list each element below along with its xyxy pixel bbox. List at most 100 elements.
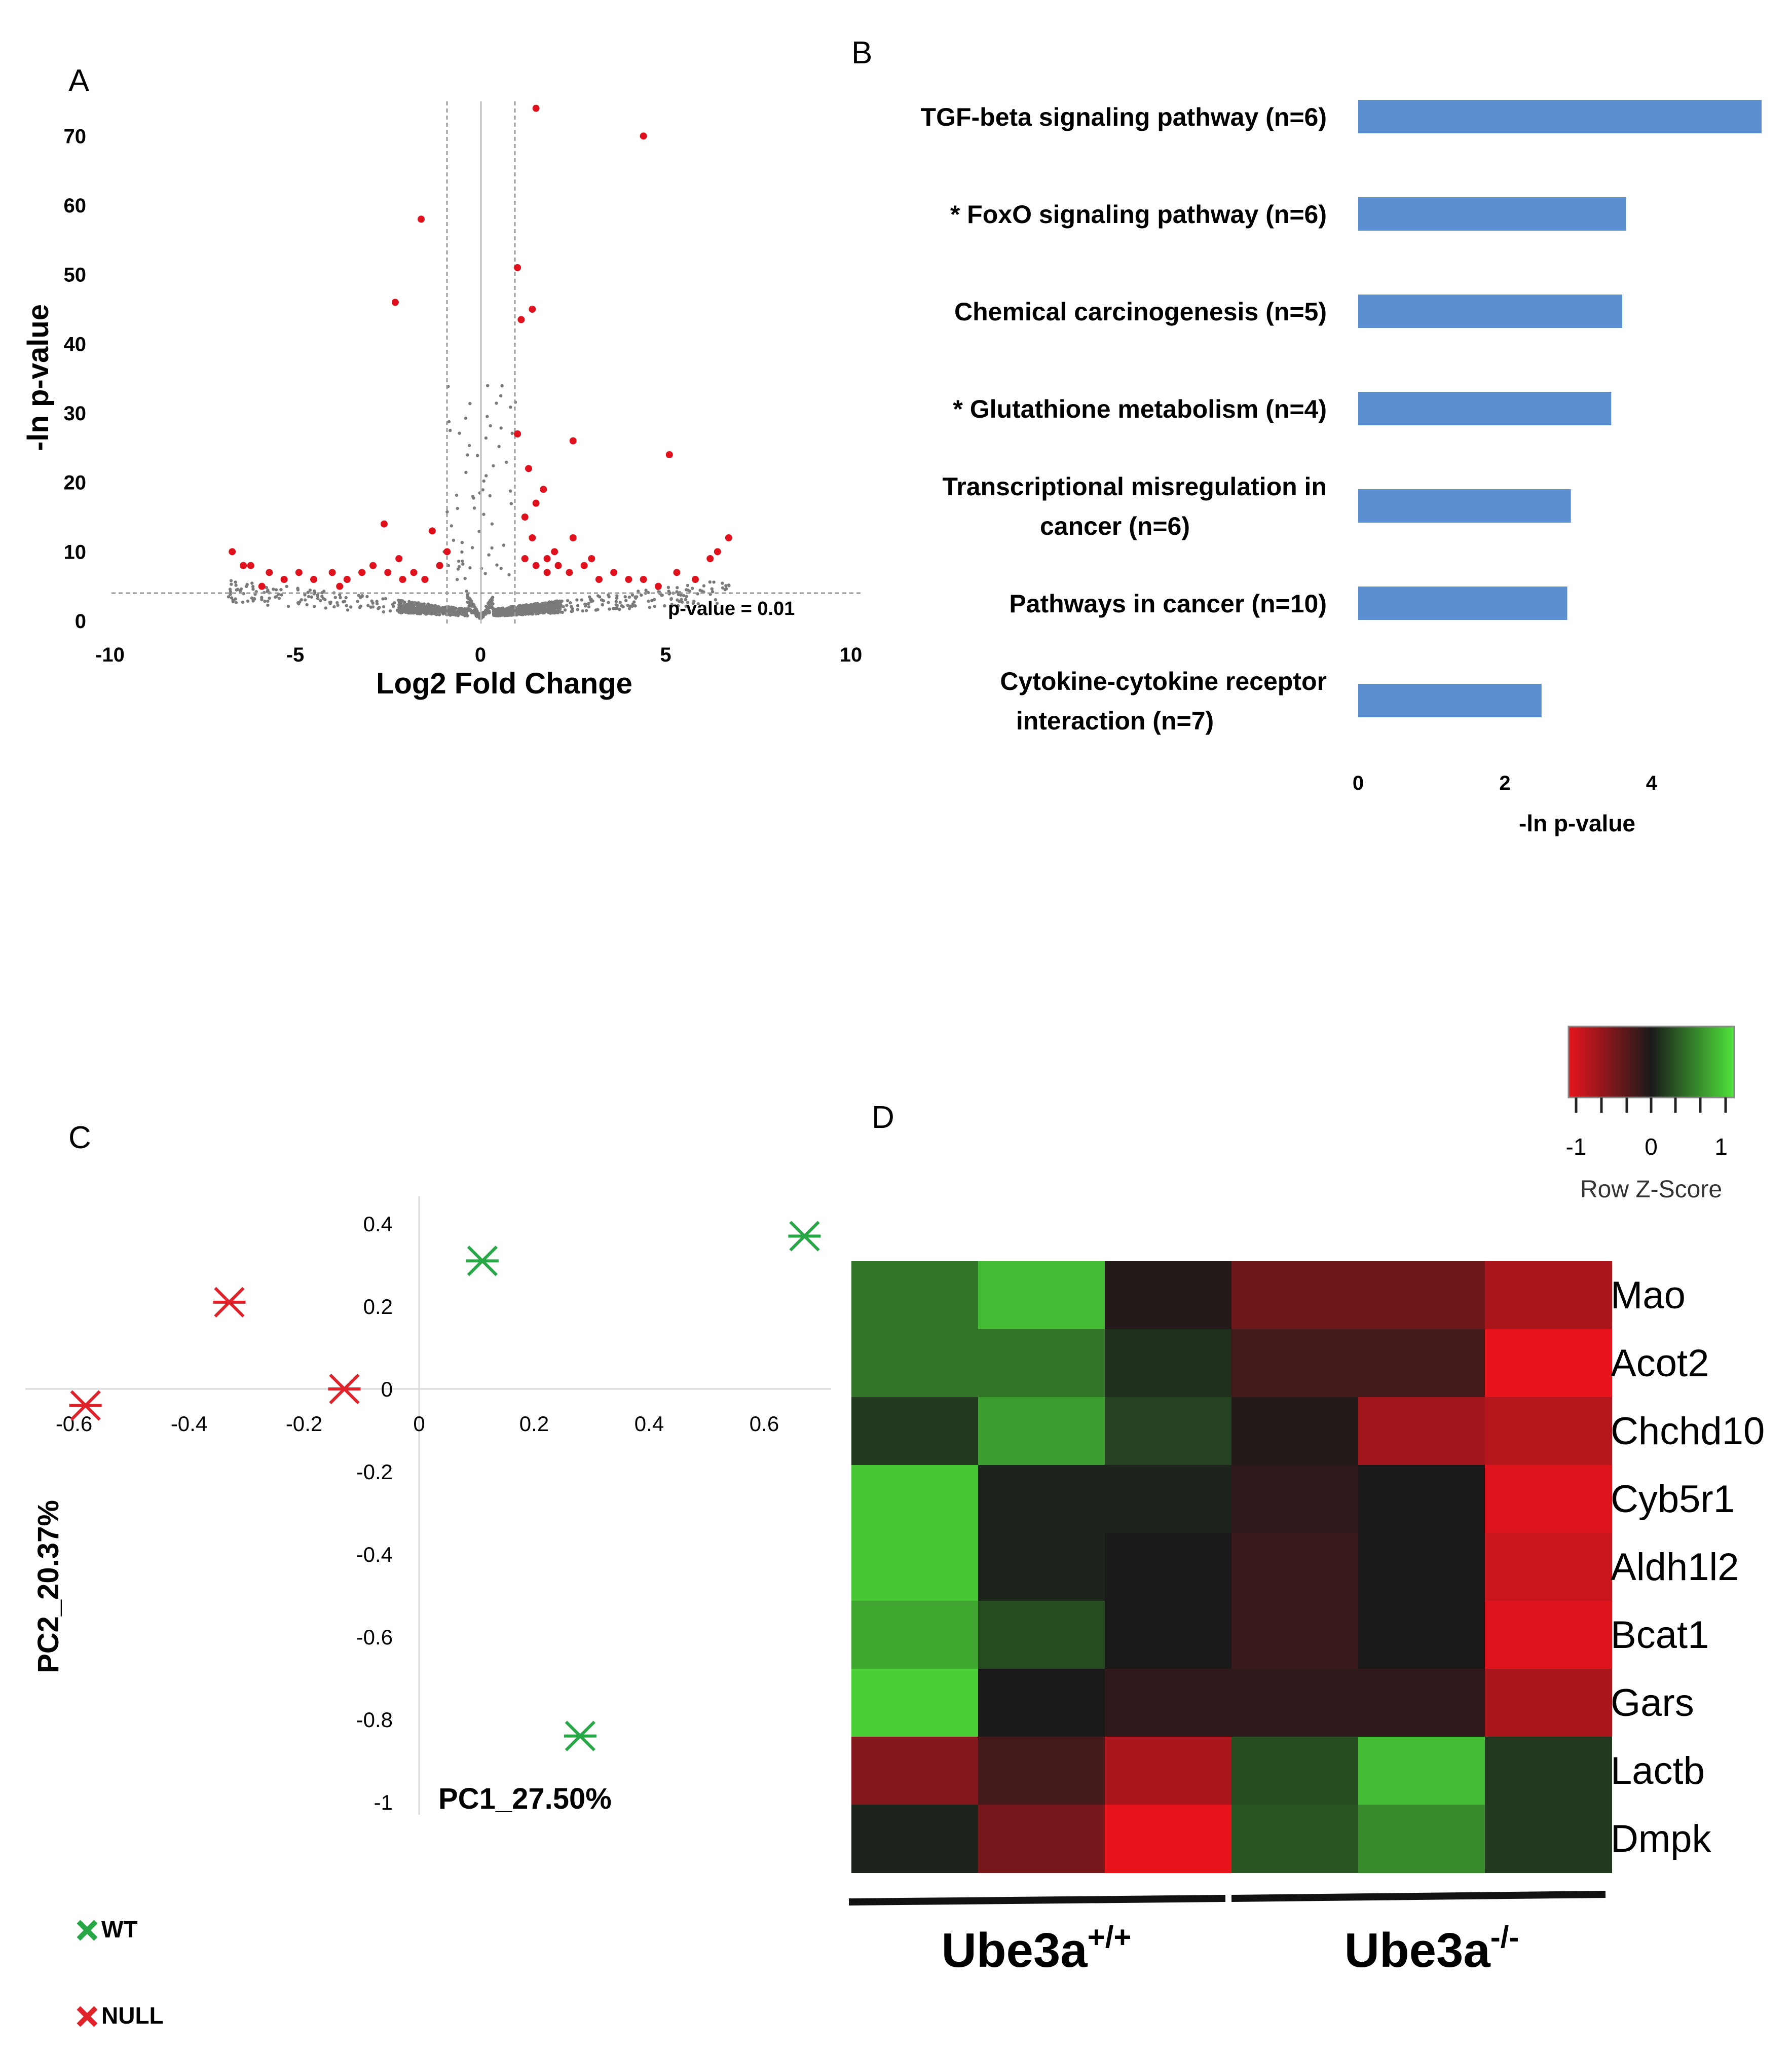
nonsignificant-point xyxy=(553,604,557,608)
nonsignificant-point xyxy=(542,611,546,615)
nonsignificant-point xyxy=(468,566,472,570)
nonsignificant-point xyxy=(229,590,233,594)
nonsignificant-point xyxy=(345,604,348,607)
nonsignificant-point xyxy=(637,590,640,593)
significant-point xyxy=(725,534,732,541)
nonsignificant-point xyxy=(483,572,487,575)
y-tick-label: 30 xyxy=(64,402,87,425)
nonsignificant-point xyxy=(265,585,268,590)
category-label: Transcriptional misregulation in xyxy=(943,472,1327,501)
group-label-wt: Ube3a+/+ xyxy=(942,1920,1132,1977)
x-axis-title: -ln p-value xyxy=(1519,810,1635,836)
nonsignificant-point xyxy=(449,428,452,432)
nonsignificant-point xyxy=(490,546,494,550)
nonsignificant-point xyxy=(405,604,408,608)
nonsignificant-point xyxy=(274,588,278,592)
nonsignificant-point xyxy=(509,406,512,409)
significant-point xyxy=(328,569,336,576)
nonsignificant-point xyxy=(508,489,512,493)
significant-point xyxy=(529,534,536,541)
nonsignificant-point xyxy=(450,608,453,611)
nonsignificant-point xyxy=(371,601,375,605)
nonsignificant-point xyxy=(685,588,688,592)
nonsignificant-point xyxy=(684,598,688,601)
y-tick-label: -0.6 xyxy=(356,1625,393,1649)
nonsignificant-point xyxy=(721,586,725,590)
bar xyxy=(1358,197,1626,231)
nonsignificant-point xyxy=(229,593,232,596)
heatmap-cell xyxy=(1231,1533,1359,1601)
nonsignificant-point xyxy=(286,604,290,608)
nonsignificant-point xyxy=(502,612,506,615)
heatmap-cell xyxy=(1358,1737,1485,1805)
nonsignificant-point xyxy=(488,600,491,604)
nonsignificant-point xyxy=(682,594,686,597)
significant-point xyxy=(428,527,436,535)
significant-point xyxy=(543,569,551,576)
y-tick-label: -0.4 xyxy=(356,1543,393,1566)
heatmap-cell xyxy=(851,1737,979,1805)
nonsignificant-point xyxy=(333,596,337,599)
nonsignificant-point xyxy=(447,605,451,609)
heatmap-cell xyxy=(1485,1669,1612,1737)
nonsignificant-point xyxy=(474,614,478,618)
nonsignificant-point xyxy=(710,587,714,591)
pca-plot: 0.40.20-0.2-0.4-0.6-0.8-1 -0.6 -0.4 -0.2 0 0… xyxy=(25,1196,831,2029)
nonsignificant-point xyxy=(452,613,455,616)
nonsignificant-point xyxy=(680,600,684,604)
nonsignificant-point xyxy=(236,588,240,591)
heatmap-cell xyxy=(978,1737,1105,1805)
y-axis-ticks: 0.4 0.2 0 -0.2 -0.4 -0.6 -0.8 -1 xyxy=(356,1212,393,1814)
heatmap-cell xyxy=(1231,1601,1359,1669)
nonsignificant-point xyxy=(426,602,430,606)
nonsignificant-point xyxy=(714,598,718,602)
nonsignificant-point xyxy=(445,510,449,514)
heatmap-cell xyxy=(1485,1261,1612,1330)
heatmap-cell xyxy=(978,1805,1105,1873)
nonsignificant-point xyxy=(552,608,555,611)
bar xyxy=(1358,684,1542,717)
nonsignificant-point xyxy=(621,605,625,609)
heatmap-cell xyxy=(1231,1329,1359,1398)
significant-point xyxy=(588,555,595,562)
heatmap-cell xyxy=(1358,1329,1485,1398)
nonsignificant-point xyxy=(444,608,448,612)
legend-wt-label: WT xyxy=(101,1916,138,1943)
significant-point xyxy=(369,562,377,569)
nonsignificant-point xyxy=(495,610,498,614)
nonsignificant-point xyxy=(378,606,381,609)
nonsignificant-point xyxy=(313,589,316,593)
nonsignificant-point xyxy=(684,604,688,608)
nonsignificant-point xyxy=(490,522,494,526)
nonsignificant-point xyxy=(538,603,542,606)
significant-point xyxy=(580,562,588,569)
nonsignificant-point xyxy=(627,607,631,610)
heatmap: -1 0 1 Row Z-Score Mao Acot2 Chchd10 Cyb5r1… xyxy=(848,1025,1765,1977)
nonsignificant-point xyxy=(234,580,237,584)
nonsignificant-point xyxy=(485,608,489,611)
nonsignificant-point xyxy=(715,602,719,605)
nonsignificant-point xyxy=(515,611,518,615)
y-tick-label: 0.2 xyxy=(363,1295,393,1318)
nonsignificant-point xyxy=(466,453,469,457)
nonsignificant-point xyxy=(583,602,587,606)
x-axis-title: PC1_27.50% xyxy=(438,1782,612,1815)
nonsignificant-point xyxy=(471,546,474,549)
nonsignificant-point xyxy=(596,608,600,611)
nonsignificant-point xyxy=(482,479,486,483)
nonsignificant-point xyxy=(540,605,544,608)
nonsignificant-point xyxy=(460,541,464,544)
nonsignificant-point xyxy=(495,401,498,405)
significant-point xyxy=(714,548,721,556)
nonsignificant-point xyxy=(366,604,370,607)
nonsignificant-point xyxy=(456,614,460,617)
category-label: * FoxO signaling pathway (n=6) xyxy=(950,200,1327,229)
heatmap-cell xyxy=(978,1601,1105,1669)
nonsignificant-point xyxy=(537,606,541,610)
legend: WT NULL xyxy=(77,1916,164,2029)
nonsignificant-point xyxy=(360,595,364,598)
nonsignificant-point xyxy=(246,599,250,603)
nonsignificant-point xyxy=(316,597,320,600)
x-tick-label: -10 xyxy=(95,644,125,666)
significant-point xyxy=(566,569,573,576)
